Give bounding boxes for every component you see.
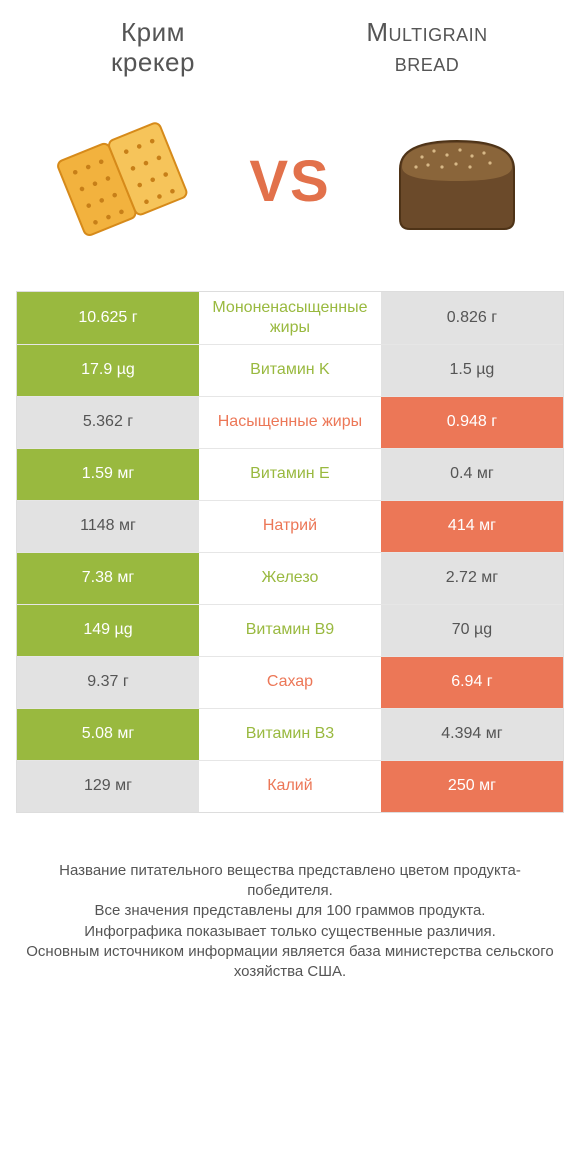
right-value-cell: 0.4 мг [381, 449, 563, 500]
right-value-cell: 70 µg [381, 605, 563, 656]
nutrient-name-cell: Мононенасыщенные жиры [199, 292, 381, 344]
left-value-cell: 5.362 г [17, 397, 199, 448]
left-value-cell: 9.37 г [17, 657, 199, 708]
left-product-title-block: Крим крекер [16, 18, 290, 78]
footer-line-3: Инфографика показывает только существенн… [26, 922, 554, 942]
right-product-title: Multigrain bread [290, 18, 564, 78]
right-title-line2: bread [395, 47, 460, 77]
left-value-cell: 5.08 мг [17, 709, 199, 760]
left-value-cell: 17.9 µg [17, 345, 199, 396]
bread-icon [372, 111, 542, 251]
table-row: 1.59 мгВитамин E0.4 мг [17, 448, 563, 500]
left-value-cell: 1.59 мг [17, 449, 199, 500]
nutrient-name-cell: Витамин E [199, 449, 381, 500]
left-title-line2: крекер [111, 47, 195, 77]
left-value-cell: 149 µg [17, 605, 199, 656]
left-title-line1: Крим [121, 17, 185, 47]
footer-notes: Название питательного вещества представл… [0, 813, 580, 983]
left-value-cell: 1148 мг [17, 501, 199, 552]
right-value-cell: 4.394 мг [381, 709, 563, 760]
footer-line-4: Основным источником информации является … [26, 942, 554, 983]
nutrient-table: 10.625 гМононенасыщенные жиры0.826 г17.9… [16, 291, 564, 813]
nutrient-name-cell: Витамин B9 [199, 605, 381, 656]
cracker-icon [38, 111, 208, 251]
table-row: 17.9 µgВитамин K1.5 µg [17, 344, 563, 396]
nutrient-name-cell: Витамин K [199, 345, 381, 396]
nutrient-name-cell: Железо [199, 553, 381, 604]
table-row: 149 µgВитамин B970 µg [17, 604, 563, 656]
right-value-cell: 0.948 г [381, 397, 563, 448]
right-value-cell: 0.826 г [381, 292, 563, 344]
footer-line-2: Все значения представлены для 100 граммо… [26, 901, 554, 921]
table-row: 1148 мгНатрий414 мг [17, 500, 563, 552]
comparison-header: Крим крекер Multigrain bread [0, 0, 580, 88]
right-value-cell: 1.5 µg [381, 345, 563, 396]
table-row: 129 мгКалий250 мг [17, 760, 563, 812]
right-product-image [335, 94, 580, 269]
nutrient-name-cell: Витамин B3 [199, 709, 381, 760]
vs-label: VS [245, 148, 334, 215]
right-value-cell: 414 мг [381, 501, 563, 552]
right-value-cell: 250 мг [381, 761, 563, 812]
right-title-line1: Multigrain [366, 17, 487, 47]
left-value-cell: 10.625 г [17, 292, 199, 344]
table-row: 5.08 мгВитамин B34.394 мг [17, 708, 563, 760]
vs-row: VS [0, 94, 580, 269]
table-row: 5.362 гНасыщенные жиры0.948 г [17, 396, 563, 448]
nutrient-name-cell: Натрий [199, 501, 381, 552]
left-product-title: Крим крекер [16, 18, 290, 78]
left-value-cell: 7.38 мг [17, 553, 199, 604]
left-product-image [0, 94, 245, 269]
table-row: 10.625 гМононенасыщенные жиры0.826 г [17, 292, 563, 344]
right-value-cell: 6.94 г [381, 657, 563, 708]
table-row: 9.37 гСахар6.94 г [17, 656, 563, 708]
right-value-cell: 2.72 мг [381, 553, 563, 604]
nutrient-name-cell: Насыщенные жиры [199, 397, 381, 448]
table-row: 7.38 мгЖелезо2.72 мг [17, 552, 563, 604]
left-value-cell: 129 мг [17, 761, 199, 812]
nutrient-name-cell: Сахар [199, 657, 381, 708]
footer-line-1: Название питательного вещества представл… [26, 861, 554, 902]
nutrient-name-cell: Калий [199, 761, 381, 812]
right-product-title-block: Multigrain bread [290, 18, 564, 78]
